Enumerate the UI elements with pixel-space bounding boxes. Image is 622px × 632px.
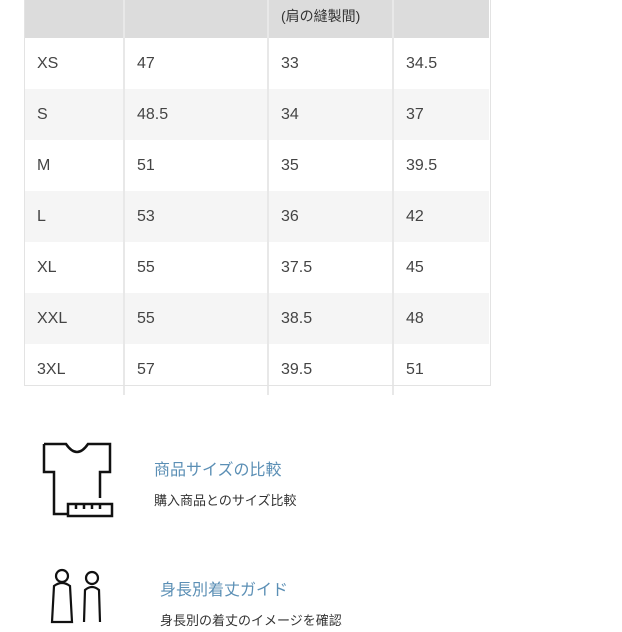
table-cell: 55 <box>124 293 269 344</box>
header-cell: (肩の縫製間) <box>268 0 394 38</box>
header-cell <box>25 0 125 38</box>
table-cell: M <box>25 140 125 191</box>
table-cell: 37 <box>393 89 489 140</box>
header-cell <box>124 0 269 38</box>
guide-subtitle: 身長別の着丈のイメージを確認 <box>160 613 342 628</box>
table-cell: 38.5 <box>268 293 394 344</box>
table-row: XL 55 37.5 45 <box>25 242 489 293</box>
table-cell: 37.5 <box>268 242 394 293</box>
table-cell: 48.5 <box>124 89 269 140</box>
table-cell: 53 <box>124 191 269 242</box>
guide-subtitle: 購入商品とのサイズ比較 <box>154 493 297 508</box>
table-row: L 53 36 42 <box>25 191 489 242</box>
table-cell: L <box>25 191 125 242</box>
table-cell: 51 <box>124 140 269 191</box>
table-cell: 47 <box>124 38 269 89</box>
table-cell: 35 <box>268 140 394 191</box>
table-cell: 55 <box>124 242 269 293</box>
table-cell: 3XL <box>25 344 125 395</box>
table-header: (肩の縫製間) <box>25 0 489 38</box>
table-cell: 36 <box>268 191 394 242</box>
table-cell: 33 <box>268 38 394 89</box>
table-row: M 51 35 39.5 <box>25 140 489 191</box>
table-cell: 51 <box>393 344 489 395</box>
table-cell: 57 <box>124 344 269 395</box>
header-cell <box>393 0 489 38</box>
table-cell: S <box>25 89 125 140</box>
table-cell: 39.5 <box>268 344 394 395</box>
tshirt-ruler-icon <box>42 442 114 518</box>
size-table: (肩の縫製間) XS 47 33 34.5 S 48.5 34 37 M 51 35 39.5 L 53 3… <box>25 0 489 395</box>
table-cell: XXL <box>25 293 125 344</box>
table-row: 3XL 57 39.5 51 <box>25 344 489 395</box>
table-cell: 34 <box>268 89 394 140</box>
table-row: XXL 55 38.5 48 <box>25 293 489 344</box>
table-cell: XL <box>25 242 125 293</box>
guide-size-compare[interactable]: 商品サイズの比較 購入商品とのサイズ比較 <box>40 440 296 518</box>
guide-title[interactable]: 商品サイズの比較 <box>154 462 282 479</box>
table-row: XS 47 33 34.5 <box>25 38 489 89</box>
table-cell: 48 <box>393 293 489 344</box>
table-cell: 45 <box>393 242 489 293</box>
table-cell: 42 <box>393 191 489 242</box>
table-cell: 39.5 <box>393 140 489 191</box>
table-cell: 34.5 <box>393 38 489 89</box>
people-icon <box>50 568 102 624</box>
table-row: S 48.5 34 37 <box>25 89 489 140</box>
table-cell: XS <box>25 38 125 89</box>
guide-title[interactable]: 身長別着丈ガイド <box>160 582 289 599</box>
